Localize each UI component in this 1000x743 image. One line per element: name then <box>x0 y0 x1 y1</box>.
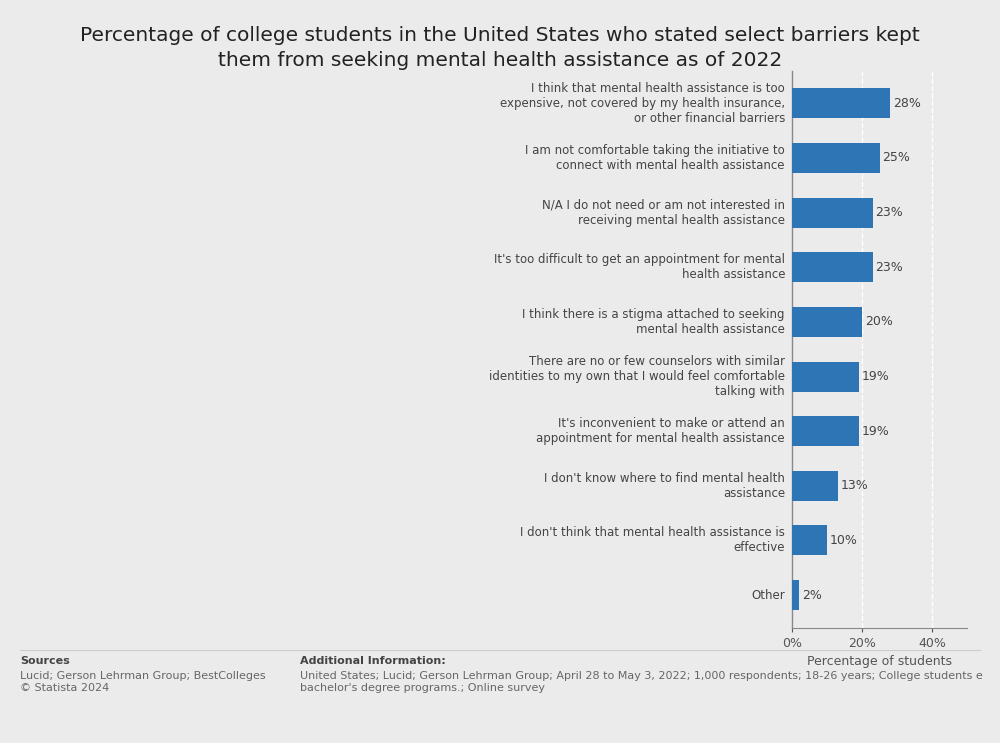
Text: It's inconvenient to make or attend an
appointment for mental health assistance: It's inconvenient to make or attend an a… <box>536 417 785 445</box>
Text: There are no or few counselors with similar
identities to my own that I would fe: There are no or few counselors with simi… <box>489 355 785 398</box>
Text: Other: Other <box>751 588 785 602</box>
Text: 28%: 28% <box>893 97 921 110</box>
Text: 19%: 19% <box>861 370 889 383</box>
Bar <box>792 471 838 501</box>
Bar <box>792 362 858 392</box>
Text: 25%: 25% <box>882 152 910 164</box>
Bar <box>792 525 827 556</box>
Text: N/A I do not need or am not interested in
receiving mental health assistance: N/A I do not need or am not interested i… <box>542 198 785 227</box>
Text: I don't think that mental health assistance is
effective: I don't think that mental health assista… <box>520 527 785 554</box>
Text: 23%: 23% <box>875 206 903 219</box>
Text: I am not comfortable taking the initiative to
connect with mental health assista: I am not comfortable taking the initiati… <box>525 144 785 172</box>
Text: United States; Lucid; Gerson Lehrman Group; April 28 to May 3, 2022; 1,000 respo: United States; Lucid; Gerson Lehrman Gro… <box>300 671 983 692</box>
Text: It's too difficult to get an appointment for mental
health assistance: It's too difficult to get an appointment… <box>494 253 785 282</box>
Bar <box>792 88 890 118</box>
Text: Additional Information:: Additional Information: <box>300 656 446 666</box>
Text: 20%: 20% <box>865 315 893 328</box>
Bar <box>792 252 872 282</box>
Text: 23%: 23% <box>875 261 903 273</box>
Bar <box>792 198 872 227</box>
Bar <box>792 307 862 337</box>
Text: Lucid; Gerson Lehrman Group; BestColleges
© Statista 2024: Lucid; Gerson Lehrman Group; BestCollege… <box>20 671 266 692</box>
Bar <box>792 580 799 610</box>
Text: 10%: 10% <box>830 534 858 547</box>
Text: 2%: 2% <box>802 588 822 602</box>
Text: Percentage of college students in the United States who stated select barriers k: Percentage of college students in the Un… <box>80 26 920 70</box>
Text: I think there is a stigma attached to seeking
mental health assistance: I think there is a stigma attached to se… <box>522 308 785 336</box>
Text: Sources: Sources <box>20 656 70 666</box>
Text: 19%: 19% <box>861 425 889 438</box>
Text: 13%: 13% <box>840 479 868 493</box>
Text: I think that mental health assistance is too
expensive, not covered by my health: I think that mental health assistance is… <box>500 82 785 125</box>
X-axis label: Percentage of students: Percentage of students <box>807 655 952 669</box>
Text: I don't know where to find mental health
assistance: I don't know where to find mental health… <box>544 472 785 500</box>
Bar <box>792 143 880 173</box>
Bar <box>792 416 858 447</box>
